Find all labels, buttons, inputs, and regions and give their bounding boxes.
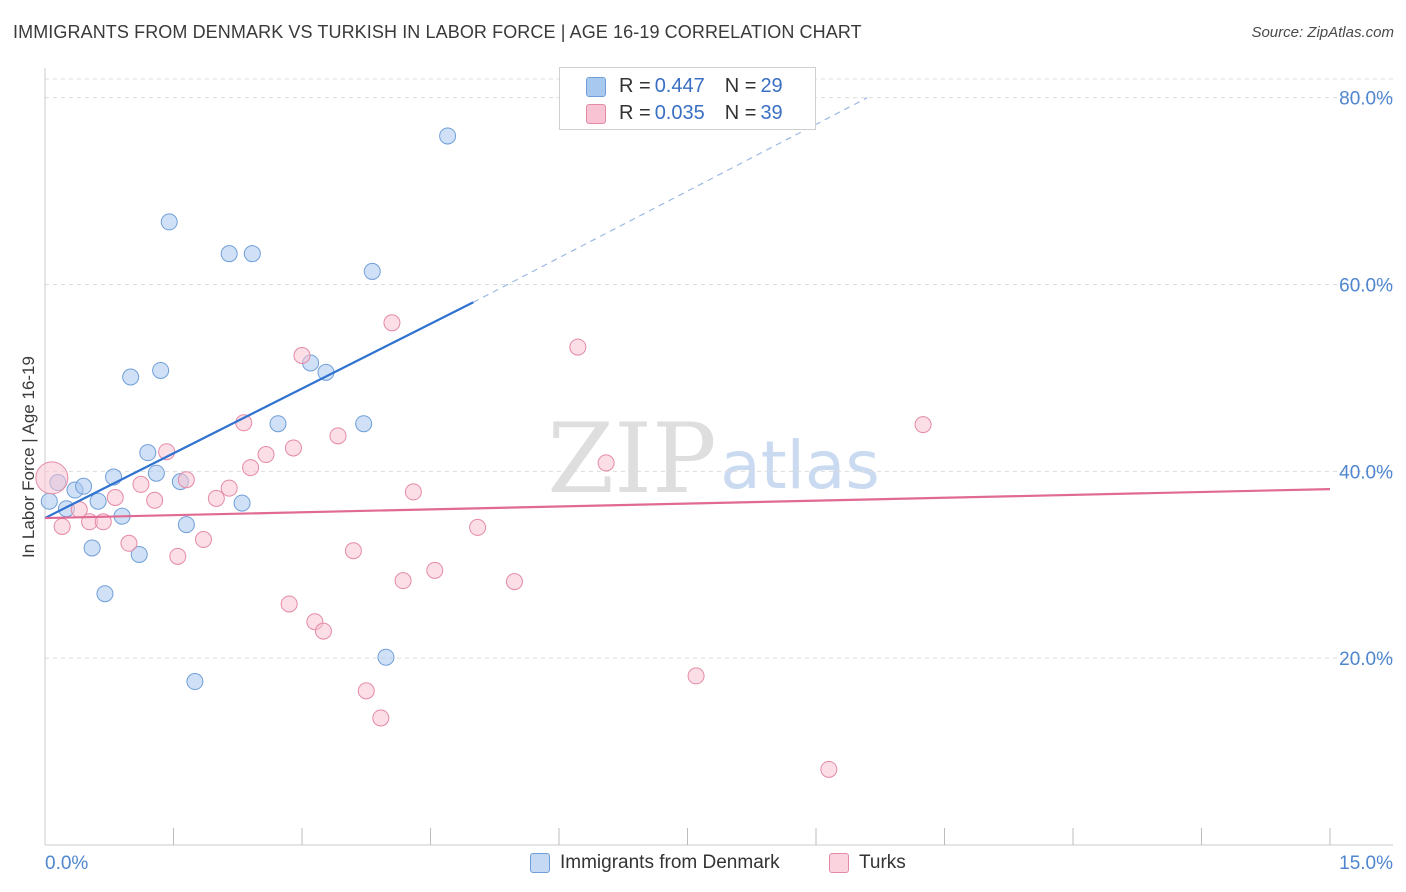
n-label: N =: [724, 75, 757, 97]
stats-row-denmark: R = 0.447 N = 29: [586, 75, 783, 98]
data-point-denmark: [269, 415, 287, 433]
data-point-turks: [914, 416, 932, 434]
y-tick-labels: 20.0% 40.0% 60.0% 80.0%: [1339, 89, 1393, 670]
y-tick-label: 80.0%: [1339, 89, 1393, 110]
data-point-denmark: [83, 539, 101, 557]
data-point-denmark: [139, 444, 157, 462]
data-point-turks: [53, 517, 71, 535]
y-tick-label: 40.0%: [1339, 462, 1393, 483]
source-credit: Source: ZipAtlas.com: [1251, 24, 1394, 41]
data-point-turks: [569, 338, 587, 356]
x-tick-labels: 0.0% 15.0%: [45, 853, 1393, 874]
data-point-turks: [284, 439, 302, 457]
chart-legend: Immigrants from Denmark Turks: [0, 852, 1406, 878]
data-point-denmark: [220, 245, 238, 263]
data-point-denmark: [160, 213, 178, 231]
data-point-turks: [383, 314, 401, 332]
data-point-turks: [207, 489, 225, 507]
data-point-turks: [106, 488, 124, 506]
data-point-denmark: [152, 361, 170, 379]
r-value-turks: 0.035: [654, 102, 705, 124]
data-point-denmark: [317, 363, 335, 381]
legend-label-denmark: Immigrants from Denmark: [560, 852, 780, 873]
data-point-turks: [344, 542, 362, 560]
data-point-turks: [394, 572, 412, 590]
data-point-denmark: [186, 673, 204, 691]
stats-swatch-turks: [586, 103, 606, 124]
stats-swatch-denmark: [586, 76, 606, 97]
trend-line-denmark-extension: [473, 97, 868, 303]
data-point-turks: [469, 518, 487, 536]
legend-swatch-denmark: [530, 853, 550, 873]
watermark-zip: ZIP: [547, 403, 716, 515]
r-label: R =: [619, 102, 651, 124]
data-point-turks: [372, 709, 390, 727]
stats-row-turks: R = 0.035 N = 39: [586, 102, 783, 125]
data-point-turks: [404, 483, 422, 501]
data-point-turks: [280, 595, 298, 613]
data-point-turks: [120, 534, 138, 552]
r-label: R =: [619, 75, 651, 97]
data-point-turks: [177, 471, 195, 489]
trend-line-turks: [44, 487, 1331, 520]
r-value-denmark: 0.447: [654, 75, 705, 97]
data-point-turks: [505, 573, 523, 591]
legend-item-turks[interactable]: Turks: [829, 852, 906, 874]
legend-item-denmark[interactable]: Immigrants from Denmark: [530, 852, 780, 874]
data-point-turks: [329, 427, 347, 445]
data-point-turks: [687, 667, 705, 685]
data-point-turks: [257, 446, 275, 464]
legend-swatch-turks: [829, 853, 849, 873]
data-point-denmark: [377, 648, 395, 666]
data-point-denmark: [243, 245, 261, 263]
data-point-denmark: [147, 464, 165, 482]
watermark: ZIP atlas: [547, 403, 879, 515]
x-tick-label-max: 15.0%: [1339, 853, 1393, 874]
data-point-denmark: [363, 262, 381, 280]
y-tick-label: 20.0%: [1339, 649, 1393, 670]
data-point-denmark: [439, 127, 457, 145]
data-point-turks: [220, 479, 238, 497]
data-point-denmark: [130, 545, 148, 563]
data-point-turks: [242, 459, 260, 477]
trend-line-denmark: [44, 301, 474, 520]
y-axis-label: In Labor Force | Age 16-19: [19, 356, 38, 558]
n-value-denmark: 29: [760, 75, 783, 97]
watermark-atlas: atlas: [720, 427, 880, 504]
data-point-turks: [293, 347, 311, 365]
data-point-turks: [35, 461, 69, 495]
grid: [45, 78, 1393, 659]
data-point-turks: [132, 475, 150, 493]
data-point-denmark: [96, 585, 114, 603]
data-point-turks: [426, 561, 444, 579]
data-point-turks: [597, 454, 615, 472]
x-tick-label-min: 0.0%: [45, 853, 88, 874]
data-point-denmark: [177, 516, 195, 534]
legend-label-turks: Turks: [859, 852, 906, 873]
axes: [44, 68, 1393, 846]
data-point-denmark: [355, 415, 373, 433]
data-point-denmark: [233, 494, 251, 512]
data-point-turks: [820, 760, 838, 778]
data-point-denmark: [40, 492, 58, 510]
data-point-turks: [314, 622, 332, 640]
correlation-stats-box: R = 0.447 N = 29 R = 0.035 N = 39: [559, 67, 816, 130]
data-point-denmark: [89, 492, 107, 510]
data-point-denmark: [75, 477, 93, 495]
data-point-turks: [146, 491, 164, 509]
data-point-turks: [169, 547, 187, 565]
y-tick-label: 60.0%: [1339, 276, 1393, 297]
data-point-denmark: [122, 368, 140, 386]
n-value-turks: 39: [760, 102, 783, 124]
trend-lines: [44, 97, 1331, 520]
chart-title: IMMIGRANTS FROM DENMARK VS TURKISH IN LA…: [13, 22, 862, 42]
data-point-turks: [357, 682, 375, 700]
n-label: N =: [724, 102, 757, 124]
data-point-turks: [194, 531, 212, 549]
